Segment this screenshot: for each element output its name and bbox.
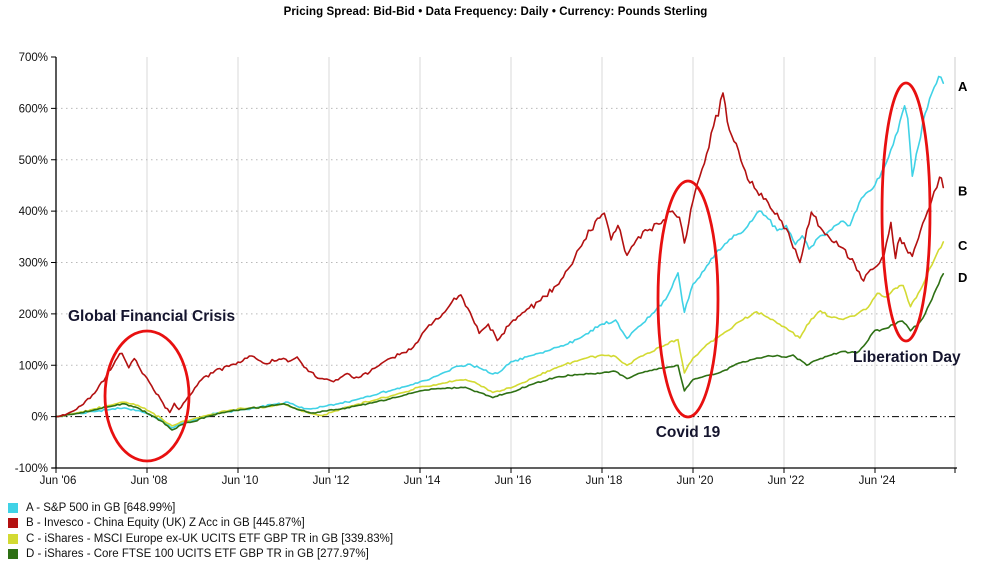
legend-item-a: A - S&P 500 in GB [648.99%] bbox=[8, 500, 393, 515]
gfc-ellipse bbox=[103, 329, 191, 463]
y-tick-label: 100% bbox=[19, 360, 48, 372]
series-a-letter-label: A bbox=[958, 79, 968, 94]
series-d-letter-label: D bbox=[958, 270, 967, 285]
x-tick-label: Jun '24 bbox=[859, 475, 896, 487]
y-tick-label: 300% bbox=[19, 258, 48, 270]
x-tick-label: Jun '22 bbox=[768, 475, 805, 487]
x-tick-label: Jun '12 bbox=[313, 475, 350, 487]
legend-item-b: B - Invesco - China Equity (UK) Z Acc in… bbox=[8, 516, 393, 531]
series-d-line bbox=[55, 273, 945, 431]
annotation-global-financial-crisis: Global Financial Crisis bbox=[68, 308, 235, 325]
legend-label: C - iShares - MSCI Europe ex-UK UCITS ET… bbox=[26, 532, 394, 545]
y-tick-label: 500% bbox=[19, 155, 48, 167]
price-chart-canvas: -100% 0% 100% 200% 300% 400% 500% 600% 700% Jun '… bbox=[15, 52, 968, 487]
x-tick-label: Jun '14 bbox=[404, 475, 441, 487]
liberation-ellipse bbox=[880, 81, 932, 343]
x-tick-label: Jun '06 bbox=[40, 475, 77, 487]
series-a-line bbox=[55, 75, 945, 429]
legend-label: D - iShares - Core FTSE 100 UCITS ETF GB… bbox=[26, 548, 369, 560]
legend: A - S&P 500 in GB [648.99%] B - Invesco -… bbox=[8, 500, 393, 562]
series-b-line bbox=[55, 92, 945, 418]
y-tick-label: 400% bbox=[19, 206, 48, 218]
legend-swatch-b-icon bbox=[8, 518, 18, 528]
x-tick-label: Jun '18 bbox=[586, 475, 623, 487]
series-c-line bbox=[55, 241, 945, 427]
y-tick-label: 200% bbox=[19, 309, 48, 321]
legend-label: B - Invesco - China Equity (UK) Z Acc in… bbox=[26, 517, 305, 529]
annotation-liberation-day: Liberation Day bbox=[853, 349, 961, 366]
y-tick-label: 600% bbox=[19, 103, 48, 115]
chart-title: Pricing Spread: Bid-Bid • Data Frequency… bbox=[283, 6, 708, 18]
annotation-covid-19: Covid 19 bbox=[656, 424, 721, 441]
legend-swatch-a-icon bbox=[8, 502, 18, 513]
x-tick-label: Jun '20 bbox=[677, 475, 714, 487]
x-tick-label: Jun '10 bbox=[222, 475, 259, 487]
y-tick-label: -100% bbox=[15, 463, 48, 475]
legend-item-c: C - iShares - MSCI Europe ex-UK UCITS ET… bbox=[8, 531, 393, 546]
y-tick-label: 0% bbox=[31, 412, 48, 424]
x-tick-label: Jun '16 bbox=[495, 475, 532, 487]
legend-item-d: D - iShares - Core FTSE 100 UCITS ETF GB… bbox=[8, 547, 393, 562]
x-tick-label: Jun '08 bbox=[131, 475, 168, 487]
covid-ellipse bbox=[656, 179, 720, 419]
series-b-letter-label: B bbox=[958, 184, 967, 199]
y-tick-label: 700% bbox=[19, 52, 48, 64]
legend-swatch-c-icon bbox=[8, 533, 18, 544]
series-c-letter-label: C bbox=[958, 238, 968, 253]
legend-label: A - S&P 500 in GB [648.99%] bbox=[26, 501, 176, 514]
legend-swatch-d-icon bbox=[8, 549, 18, 559]
